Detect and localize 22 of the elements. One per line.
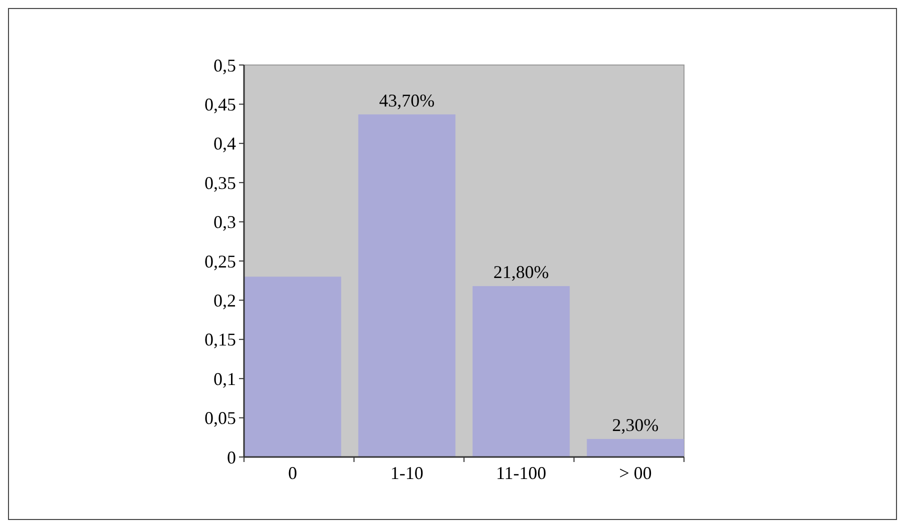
- y-tick-label: 0,1: [214, 368, 236, 389]
- y-tick-label: 0,45: [204, 94, 236, 114]
- x-tick-label: > 00: [619, 463, 652, 483]
- y-tick-label: 0,2: [214, 290, 236, 310]
- bar: [586, 438, 684, 457]
- y-tick-label: 0,35: [204, 172, 236, 193]
- y-tick-label: 0,3: [214, 212, 236, 232]
- y-tick-label: 0,15: [204, 330, 236, 350]
- bar: [472, 286, 570, 457]
- data-label: 21,80%: [493, 262, 549, 282]
- bar: [358, 114, 456, 457]
- x-tick-label: 11-100: [496, 463, 546, 483]
- y-tick-label: 0,25: [204, 251, 236, 272]
- y-tick-label: 0,05: [204, 408, 236, 428]
- x-tick-label: 1-10: [390, 463, 424, 483]
- bar: [244, 276, 342, 457]
- x-tick-label: 0: [288, 463, 298, 483]
- y-tick-label: 0,4: [214, 134, 236, 154]
- data-label: 2,30%: [612, 414, 659, 435]
- y-tick-label: 0: [227, 447, 236, 468]
- y-tick-label: 0,5: [214, 55, 236, 76]
- data-label: 43,70%: [379, 90, 435, 110]
